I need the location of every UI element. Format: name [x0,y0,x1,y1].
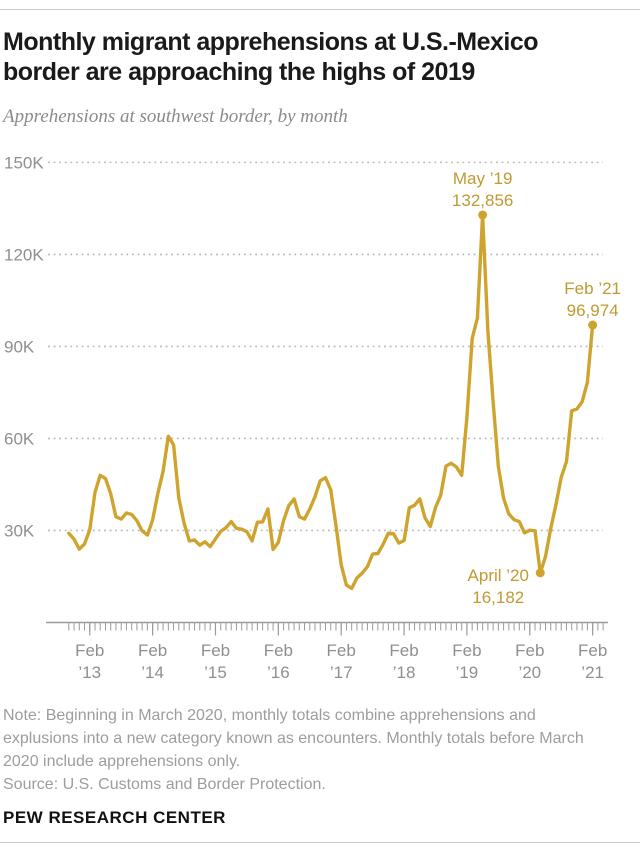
y-axis-label-90k: 90K [4,337,35,356]
apprehensions-trend-line [67,213,595,591]
x-axis-label-year: ’13 [78,663,101,682]
top-divider [0,9,640,10]
y-axis-label-120k: 120K [4,245,44,264]
source-line: Source: U.S. Customs and Border Protecti… [3,776,326,793]
x-axis-label-month: Feb [515,641,544,660]
x-axis-label-year: ’15 [204,663,227,682]
x-axis-label-month: Feb [138,641,167,660]
footnote-line1: Note: Beginning in March 2020, monthly t… [3,707,536,724]
x-axis-label-month: Feb [389,641,418,660]
x-axis-label-year: ’18 [393,663,416,682]
callout-label-may-19: May ’19 [453,169,513,188]
x-axis-label-year: ’17 [330,663,353,682]
y-axis-label-60k: 60K [4,429,35,448]
footnote: Note: Beginning in March 2020, monthly t… [3,704,584,796]
callout-dot-feb-21 [588,320,598,330]
callout-value-feb-21: 96,974 [567,301,619,320]
x-axis-label-month: Feb [201,641,230,660]
x-axis-label-month: Feb [578,641,607,660]
y-axis-label-30k: 30K [4,521,35,540]
x-axis-label-month: Feb [327,641,356,660]
chart-subtitle: Apprehensions at southwest border, by mo… [3,106,348,127]
callout-label-april-20: April ’20 [468,566,529,585]
x-axis-label-month: Feb [452,641,481,660]
callout-value-april-20: 16,182 [472,588,524,607]
x-axis-label-year: ’21 [581,663,604,682]
x-axis-label-year: ’20 [518,663,541,682]
x-axis-label-month: Feb [75,641,104,660]
callout-value-may-19: 132,856 [452,191,513,210]
callout-label-feb-21: Feb ’21 [564,279,621,298]
x-axis-label-month: Feb [264,641,293,660]
bottom-divider [0,842,640,843]
x-axis-label-year: ’14 [141,663,164,682]
chart-title-line2: border are approaching the highs of 2019 [3,58,475,86]
pew-research-center-wordmark: PEW RESEARCH CENTER [3,808,226,827]
footnote-line2: explusions into a new category known as … [3,730,584,747]
chart-title: Monthly migrant apprehensions at U.S.-Me… [3,27,539,87]
callout-dot-april-20 [535,568,545,578]
y-axis-label-150k: 150K [4,153,44,172]
x-axis-label-year: ’19 [456,663,479,682]
x-axis-label-year: ’16 [267,663,290,682]
footnote-line3: 2020 include apprehensions only. [3,753,241,770]
chart-title-line1: Monthly migrant apprehensions at U.S.-Me… [3,28,539,56]
callout-dot-may-19 [478,210,488,220]
